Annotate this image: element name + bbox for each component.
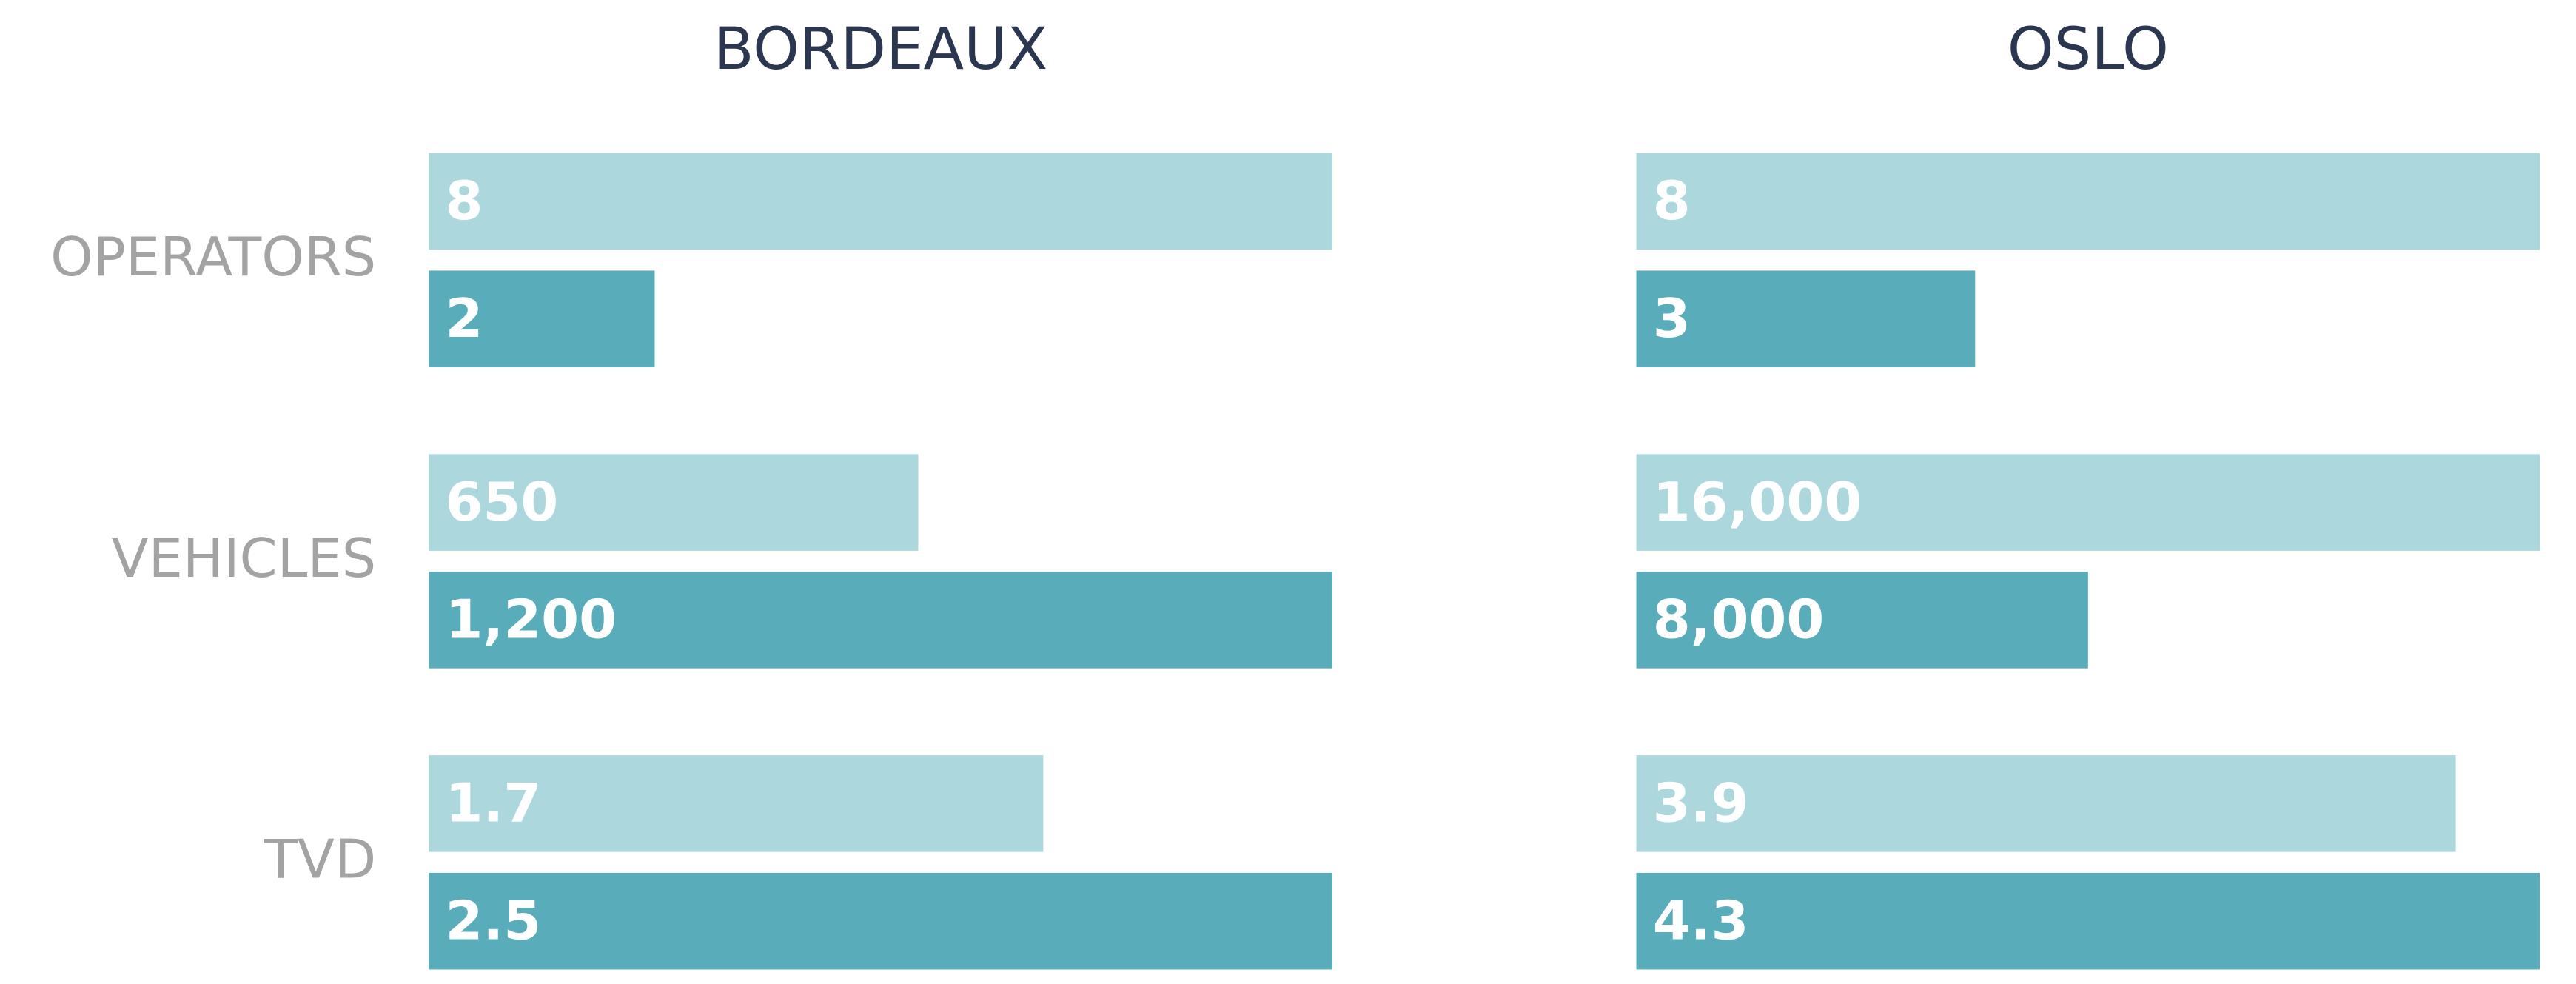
value-label: 650: [445, 472, 558, 533]
value-label: 2: [445, 289, 483, 350]
value-label: 1,200: [445, 589, 617, 651]
bar: [1636, 454, 2540, 551]
value-label: 16,000: [1653, 472, 1862, 533]
category-label: OPERATORS: [50, 227, 376, 289]
bar: [1636, 153, 2540, 250]
panel-title: OSLO: [2008, 16, 2169, 83]
bar: [429, 872, 1332, 970]
value-label: 8,000: [1653, 589, 1825, 651]
bar: [429, 153, 1332, 250]
bar: [429, 270, 655, 367]
value-label: 1.7: [445, 773, 541, 834]
value-label: 3.9: [1653, 773, 1749, 834]
bar: [429, 755, 1044, 852]
panel-title: BORDEAUX: [714, 16, 1048, 83]
value-label: 8: [1653, 171, 1691, 232]
bar: [1636, 270, 1976, 367]
bar: [1636, 872, 2540, 970]
category-label: TVD: [264, 829, 376, 891]
value-label: 2.5: [445, 891, 541, 952]
value-label: 4.3: [1653, 891, 1749, 952]
bar: [429, 572, 1332, 669]
bar: [1636, 755, 2456, 852]
bar: [429, 454, 919, 551]
value-label: 3: [1653, 289, 1691, 350]
category-label: VEHICLES: [112, 529, 377, 590]
value-label: 8: [445, 171, 483, 232]
bar: [1636, 572, 2088, 669]
